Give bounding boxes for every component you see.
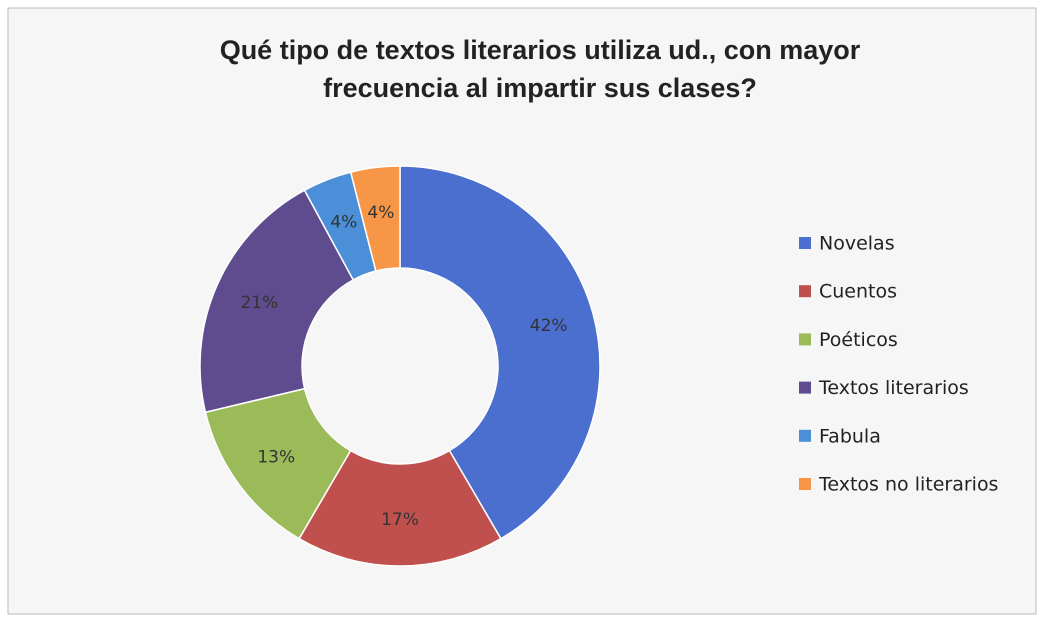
legend-label: Textos literarios bbox=[818, 377, 969, 399]
legend-swatch bbox=[799, 285, 811, 298]
legend-swatch bbox=[799, 333, 811, 346]
data-label: 13% bbox=[257, 448, 295, 468]
legend-label: Cuentos bbox=[819, 281, 897, 303]
donut-slice bbox=[199, 189, 355, 414]
legend-swatch bbox=[799, 237, 811, 249]
legend-label: Textos no literarios bbox=[818, 474, 998, 496]
data-label: 42% bbox=[530, 316, 568, 336]
legend-label: Fabula bbox=[819, 425, 881, 447]
data-label: 21% bbox=[240, 293, 278, 313]
data-label: 4% bbox=[367, 203, 394, 223]
donut-slice bbox=[349, 165, 401, 272]
legend-label: Poéticos bbox=[819, 329, 898, 351]
legend-swatch bbox=[799, 429, 811, 442]
data-label: 17% bbox=[381, 510, 419, 530]
donut-slice bbox=[298, 449, 502, 567]
legend-swatch bbox=[799, 478, 811, 490]
chart-title: Qué tipo de textos literarios utiliza ud… bbox=[220, 35, 861, 65]
legend-swatch bbox=[799, 381, 811, 394]
legend-label: Novelas bbox=[819, 233, 895, 255]
donut-slice bbox=[399, 165, 601, 540]
data-label: 4% bbox=[330, 213, 357, 233]
chart-title: frecuencia al impartir sus clases? bbox=[323, 73, 757, 103]
